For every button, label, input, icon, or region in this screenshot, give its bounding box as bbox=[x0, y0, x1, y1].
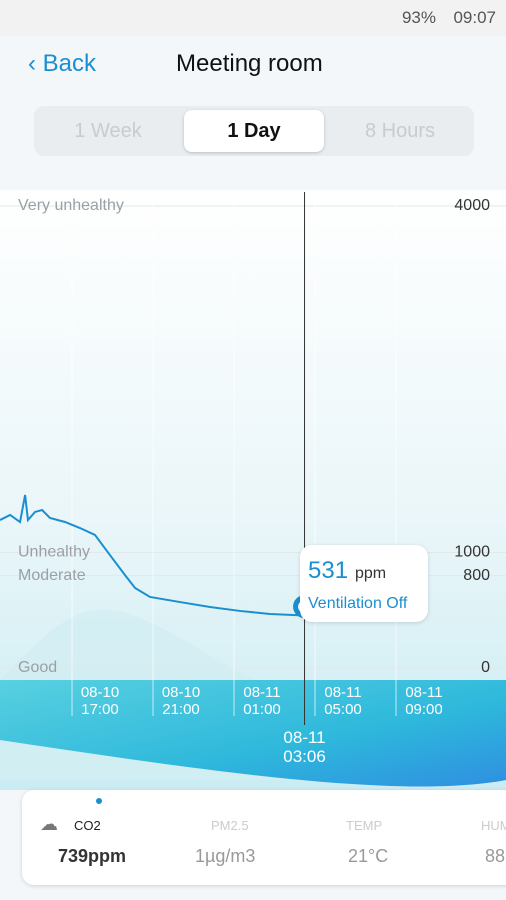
level-label: Good bbox=[18, 659, 57, 676]
sensor-value: 88 bbox=[485, 846, 506, 866]
battery: 93% bbox=[401, 8, 436, 27]
sensor-value: 739ppm bbox=[58, 846, 127, 866]
sensor-name: CO2 bbox=[74, 818, 101, 833]
sensor[interactable]: TEMP 21°C bbox=[312, 790, 442, 885]
back-button[interactable]: ‹ Back bbox=[28, 50, 97, 77]
sensor[interactable]: PM2.5 1µg/m3 bbox=[177, 790, 307, 885]
back-label[interactable]: Back bbox=[42, 50, 97, 77]
level-label: Moderate bbox=[18, 567, 86, 584]
sensor[interactable]: ☁ CO2 739ppm bbox=[40, 814, 127, 866]
level-label: Unhealthy bbox=[18, 544, 90, 561]
y-tick-label: 1000 bbox=[454, 544, 490, 561]
sensor-card: ☁ CO2 739ppm PM2.5 1µg/m3 TEMP 21°C HUM 88 bbox=[22, 790, 506, 885]
y-tick-label: 800 bbox=[463, 567, 490, 584]
tooltip-unit: ppm bbox=[355, 565, 387, 582]
cursor-label: 08-11 03:06 bbox=[283, 728, 326, 766]
sensor-value: 1µg/m3 bbox=[195, 846, 256, 866]
sensor[interactable]: HUM 88 bbox=[447, 790, 506, 885]
sensor-value: 21°C bbox=[348, 846, 389, 866]
tooltip-value: 531 bbox=[308, 557, 349, 584]
tooltip: 531 ppm Ventilation Off bbox=[300, 545, 428, 622]
data-line bbox=[0, 494, 305, 617]
x-tick-label: 08-11 09:00 bbox=[405, 684, 443, 718]
tooltip-status: Ventilation Off bbox=[308, 595, 408, 612]
y-tick-label: 4000 bbox=[454, 197, 490, 214]
tab[interactable]: 8 Hours bbox=[364, 120, 436, 142]
sensor-name: HUM bbox=[481, 818, 506, 833]
y-tick-label: 0 bbox=[481, 659, 490, 676]
tab[interactable]: 1 Day bbox=[184, 110, 324, 152]
sensor-name: PM2.5 bbox=[211, 818, 249, 833]
x-tick-label: 08-11 05:00 bbox=[324, 684, 362, 718]
header: ‹ Back Meeting room bbox=[0, 36, 506, 96]
indicator bbox=[96, 798, 102, 804]
tab-bar: 1 Week 1 Day 8 Hours bbox=[34, 106, 474, 156]
title: Meeting room bbox=[176, 50, 323, 77]
clock: 09:07 bbox=[453, 8, 496, 27]
tab[interactable]: 1 Week bbox=[74, 120, 142, 142]
x-tick-label: 08-10 17:00 bbox=[80, 684, 120, 718]
level-label: Very unhealthy bbox=[18, 197, 124, 214]
status-bar: 93% 09:07 bbox=[0, 0, 506, 36]
sensor-name: TEMP bbox=[346, 818, 383, 833]
x-tick-label: 08-11 01:00 bbox=[243, 684, 281, 718]
x-tick-label: 08-10 21:00 bbox=[161, 684, 201, 718]
decor bbox=[0, 680, 506, 787]
